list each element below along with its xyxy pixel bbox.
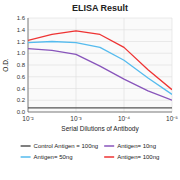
legend-swatch	[21, 145, 31, 147]
x-grid-line	[28, 18, 29, 112]
y-axis-line	[28, 18, 29, 112]
legend-item: Antigen= 10ng	[104, 143, 156, 149]
legend-label: Antigen= 10ng	[117, 143, 156, 149]
legend-item: Antigen= 50ng	[21, 154, 73, 160]
legend-label: Antigen= 50ng	[34, 154, 73, 160]
y-tick-label: 1.4	[17, 27, 26, 33]
x-tick-label: 10⁻⁵	[166, 115, 178, 122]
y-tick-label: 1.2	[17, 39, 26, 45]
legend-label: Control Antigen = 100ng	[34, 143, 99, 149]
y-grid-line	[28, 88, 172, 89]
y-grid-line	[28, 53, 172, 54]
y-grid-line	[28, 112, 172, 113]
y-tick-label: 0.4	[17, 86, 26, 92]
x-tick-label: 10⁻⁴	[118, 115, 130, 122]
x-grid-line	[76, 18, 77, 112]
legend-item: Antigen= 100ng	[104, 154, 159, 160]
y-tick-label: 1.6	[17, 15, 26, 21]
y-tick-label: 0.6	[17, 74, 26, 80]
y-tick-label: 1.0	[17, 50, 26, 56]
legend: Control Antigen = 100ng Antigen= 10ng Anti…	[21, 143, 160, 160]
plot-background	[28, 18, 172, 112]
y-grid-line	[28, 65, 172, 66]
series-line	[28, 49, 172, 101]
y-axis-label: O.D.	[2, 58, 9, 72]
series-line	[28, 31, 172, 90]
chart: 0.00.20.40.60.81.01.21.41.610⁻²10⁻³10⁻⁴1…	[0, 0, 180, 180]
legend-swatch	[104, 145, 114, 147]
y-tick-label: 0.2	[17, 97, 26, 103]
legend-swatch	[104, 156, 114, 158]
y-tick-label: 0.8	[17, 62, 26, 68]
series-line	[28, 42, 172, 95]
x-grid-line	[124, 18, 125, 112]
y-grid-line	[28, 76, 172, 77]
grid	[28, 18, 172, 112]
series-lines	[28, 31, 172, 108]
x-tick-label: 10⁻²	[22, 115, 34, 122]
y-grid-line	[28, 100, 172, 101]
x-axis-line	[28, 112, 172, 113]
series-line	[28, 107, 172, 108]
legend-item: Control Antigen = 100ng	[21, 143, 99, 149]
legend-label: Antigen= 100ng	[117, 154, 159, 160]
legend-swatch	[21, 156, 31, 158]
y-grid-line	[28, 18, 172, 19]
x-grid-line	[172, 18, 173, 112]
x-axis-label: Serial Dilutions of Antibody	[61, 125, 139, 133]
y-grid-line	[28, 29, 172, 30]
title: ELISA Result	[72, 3, 128, 13]
x-tick-label: 10⁻³	[70, 115, 82, 122]
